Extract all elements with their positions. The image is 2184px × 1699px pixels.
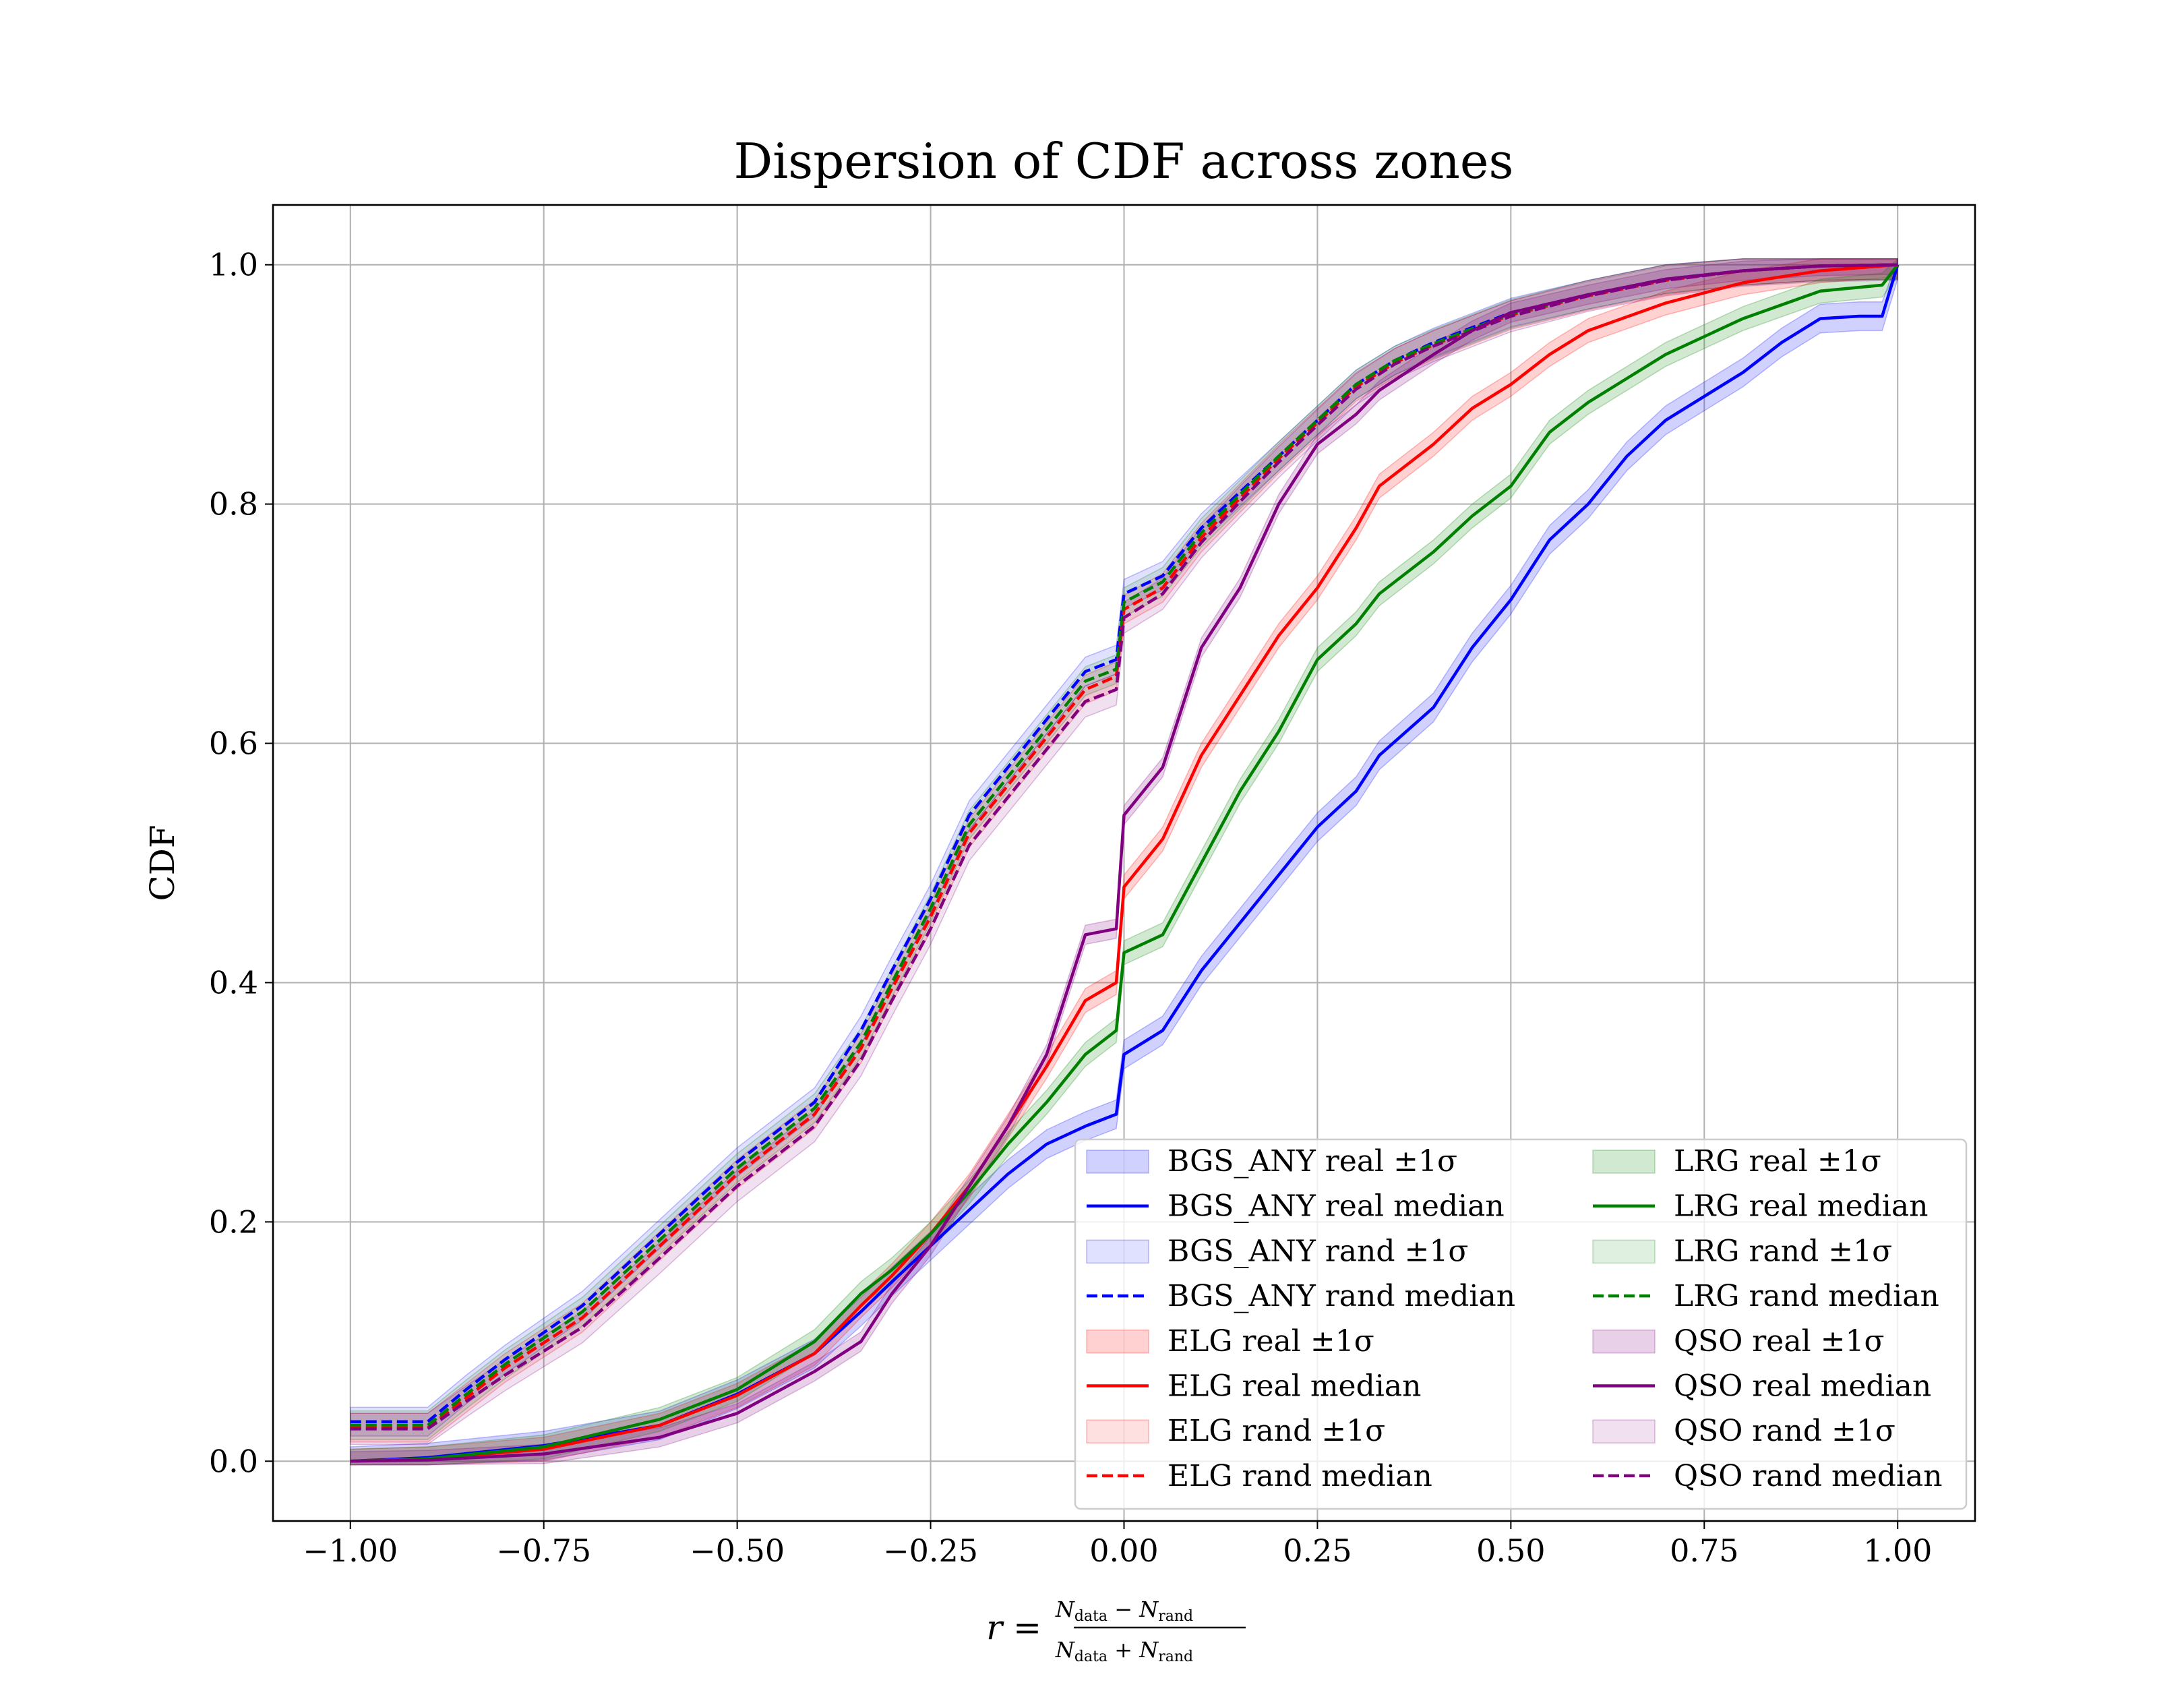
legend-label: QSO real ±1σ	[1674, 1324, 1885, 1359]
legend-label: ELG real median	[1167, 1369, 1421, 1404]
lrg-real-1-band	[350, 258, 1898, 1466]
y-axis-label: CDF	[143, 825, 182, 901]
legend-label: LRG rand ±1σ	[1674, 1234, 1892, 1268]
qso-real-median-line	[350, 263, 1898, 1463]
x-tick-label: −0.75	[496, 1532, 591, 1569]
lrg-rand-1-band	[350, 258, 1898, 1441]
legend-label: QSO rand ±1σ	[1674, 1414, 1895, 1448]
x-tick-label: −0.25	[883, 1532, 978, 1569]
legend-swatch	[1592, 1150, 1656, 1174]
y-tick-label: 0.0	[209, 1443, 258, 1479]
elg-real-median-line	[350, 263, 1898, 1463]
y-tick-label: 0.2	[209, 1203, 258, 1240]
bgs-any-rand-1-band	[350, 258, 1898, 1437]
x-axis-label-lhs: r =	[986, 1608, 1041, 1647]
legend-swatch	[1592, 1239, 1656, 1264]
y-tick-label: 0.8	[209, 486, 258, 523]
bgs-any-real-1-band	[350, 258, 1898, 1466]
y-tick-label: 0.4	[209, 964, 258, 1001]
x-tick-label: 0.50	[1476, 1532, 1545, 1569]
bgs-any-rand-median-line	[350, 263, 1898, 1423]
x-tick-label: −0.50	[690, 1532, 785, 1569]
legend-label: ELG real ±1σ	[1167, 1324, 1374, 1359]
legend-swatch	[1086, 1419, 1149, 1443]
legend-label: ELG rand ±1σ	[1167, 1414, 1385, 1448]
legend-swatch	[1086, 1150, 1149, 1174]
x-tick-label: 0.75	[1670, 1532, 1738, 1569]
y-tick-label: 1.0	[209, 247, 258, 283]
x-axis-label: r = Ndata − Nrand Ndata + Nrand	[986, 1597, 1246, 1665]
legend-swatch	[1592, 1419, 1656, 1443]
ticks: −1.00 −0.75 −0.50 −0.25 0.00 0.25 0.50 0.75 1.00…	[209, 247, 1933, 1569]
legend-label: BGS_ANY real median	[1167, 1189, 1505, 1224]
legend-label: QSO rand median	[1674, 1459, 1943, 1493]
x-tick-label: 0.00	[1089, 1532, 1158, 1569]
x-tick-label: 0.25	[1283, 1532, 1352, 1569]
x-tick-label: 1.00	[1863, 1532, 1932, 1569]
x-tick-label: −1.00	[303, 1532, 398, 1569]
y-tick-label: 0.6	[209, 725, 258, 762]
sigma-bands	[350, 258, 1898, 1466]
legend-box	[1074, 1138, 1968, 1510]
legend-label: BGS_ANY real ±1σ	[1167, 1144, 1457, 1179]
chart-title: Dispersion of CDF across zones	[734, 133, 1514, 189]
legend-label: LRG real ±1σ	[1674, 1144, 1881, 1179]
median-lines	[350, 263, 1900, 1463]
legend-label: BGS_ANY rand median	[1167, 1279, 1515, 1313]
lrg-real-median-line	[350, 264, 1900, 1463]
x-axis-label-denominator: Ndata + Nrand	[1055, 1637, 1193, 1665]
legend-label: LRG real median	[1674, 1189, 1928, 1224]
legend-label: BGS_ANY rand ±1σ	[1167, 1234, 1468, 1268]
legend: BGS_ANY real ±1σ BGS_ANY real median BGS_A…	[1074, 1138, 1968, 1510]
legend-swatch	[1086, 1239, 1149, 1264]
x-axis-label-numerator: Ndata − Nrand	[1055, 1597, 1193, 1625]
legend-label: QSO real median	[1674, 1369, 1931, 1404]
legend-swatch	[1592, 1330, 1656, 1354]
legend-swatch	[1086, 1330, 1149, 1354]
legend-label: ELG rand median	[1167, 1459, 1432, 1493]
legend-label: LRG rand median	[1674, 1279, 1939, 1313]
qso-rand-median-line	[350, 263, 1898, 1431]
bgs-any-real-median-line	[350, 264, 1900, 1463]
